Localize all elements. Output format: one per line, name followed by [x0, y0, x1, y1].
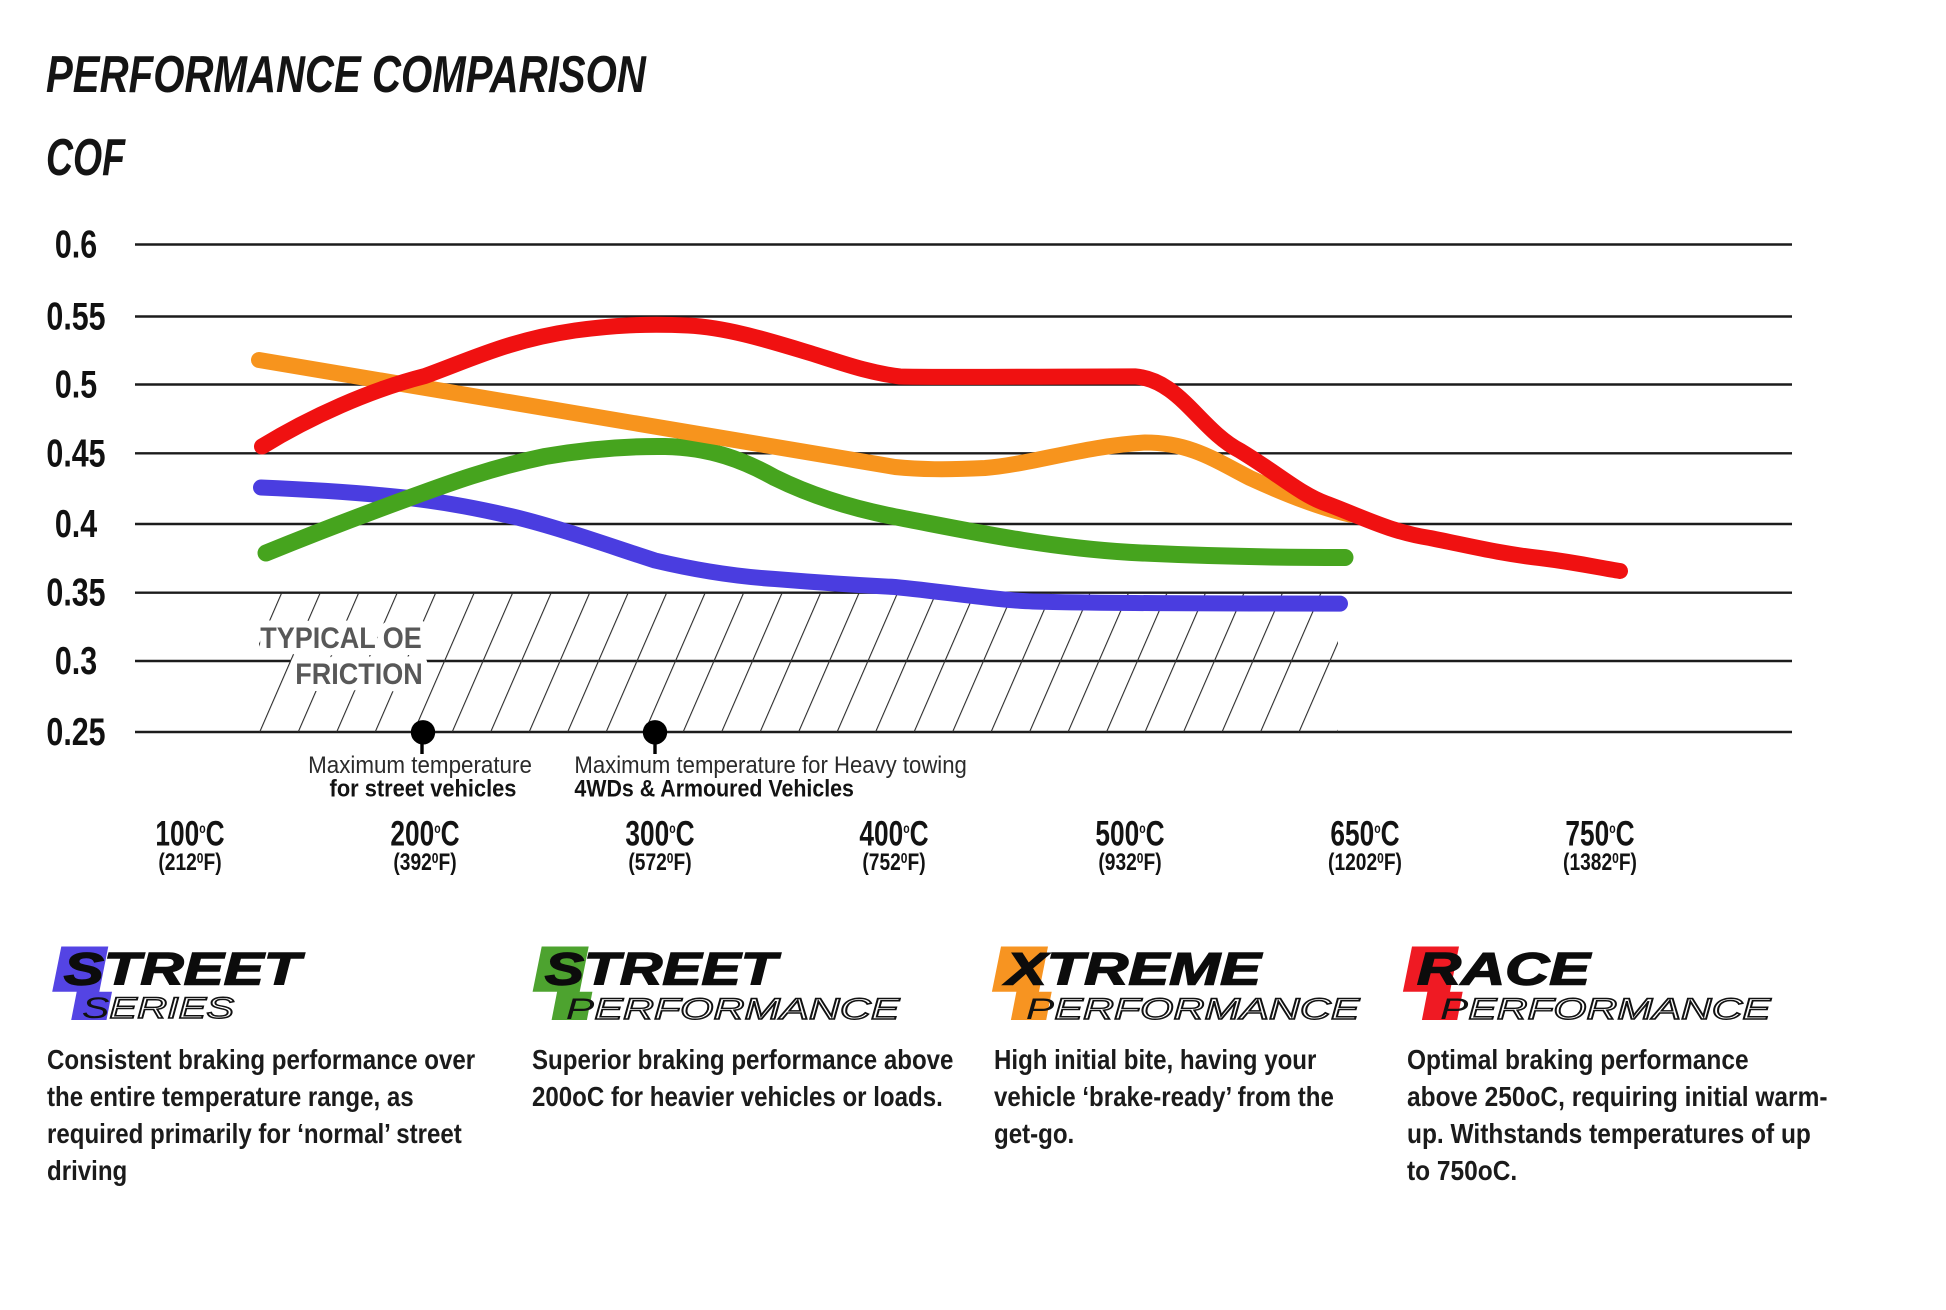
- svg-text:(13820F): (13820F): [1563, 848, 1637, 876]
- svg-text:0.3: 0.3: [55, 639, 97, 682]
- svg-text:(3920F): (3920F): [393, 848, 456, 876]
- svg-text:4WDs & Armoured Vehicles: 4WDs & Armoured Vehicles: [574, 774, 854, 801]
- svg-text:the entire temperature range,: the entire temperature range, as: [47, 1080, 414, 1112]
- svg-text:driving: driving: [47, 1154, 127, 1186]
- svg-text:to 750oC.: to 750oC.: [1407, 1154, 1517, 1186]
- svg-text:0.45: 0.45: [46, 432, 105, 475]
- svg-text:required primarily for ‘normal: required primarily for ‘normal’ street: [47, 1117, 462, 1149]
- svg-text:XTREME: XTREME: [1003, 944, 1264, 994]
- svg-text:(2120F): (2120F): [158, 848, 221, 876]
- svg-text:RACE: RACE: [1417, 944, 1593, 994]
- svg-text:200oC for heavier vehicles or: 200oC for heavier vehicles or loads.: [532, 1080, 943, 1112]
- svg-text:750oC: 750oC: [1565, 814, 1634, 854]
- svg-text:0.4: 0.4: [55, 502, 98, 545]
- svg-text:PERFORMANCE: PERFORMANCE: [1440, 992, 1771, 1025]
- svg-text:up. Withstands temperatures of: up. Withstands temperatures of up: [1407, 1117, 1811, 1149]
- svg-text:200oC: 200oC: [390, 814, 459, 854]
- svg-text:Maximum temperature: Maximum temperature: [308, 751, 532, 778]
- svg-text:Consistent braking performance: Consistent braking performance over: [47, 1043, 475, 1075]
- svg-text:(9320F): (9320F): [1098, 848, 1161, 876]
- svg-text:PERFORMANCE: PERFORMANCE: [566, 991, 901, 1025]
- svg-text:for street vehicles: for street vehicles: [330, 775, 517, 802]
- svg-text:FRICTION: FRICTION: [295, 658, 422, 692]
- svg-text:(12020F): (12020F): [1328, 848, 1402, 876]
- svg-text:PERFORMANCE COMPARISON: PERFORMANCE COMPARISON: [46, 45, 647, 103]
- svg-text:300oC: 300oC: [625, 814, 694, 854]
- svg-text:650oC: 650oC: [1330, 814, 1399, 854]
- svg-text:TYPICAL OE: TYPICAL OE: [260, 622, 421, 656]
- svg-text:above 250oC, requiring initial: above 250oC, requiring initial warm-: [1407, 1080, 1828, 1112]
- svg-text:High initial bite, having your: High initial bite, having your: [994, 1043, 1316, 1075]
- svg-text:get-go.: get-go.: [994, 1117, 1074, 1149]
- svg-text:0.5: 0.5: [55, 363, 97, 406]
- svg-text:0.6: 0.6: [55, 223, 97, 266]
- svg-text:STREET: STREET: [64, 945, 306, 995]
- svg-text:SERIES: SERIES: [82, 991, 234, 1025]
- svg-text:Maximum temperature for Heavy: Maximum temperature for Heavy towing: [574, 751, 966, 778]
- svg-text:vehicle ‘brake-ready’ from the: vehicle ‘brake-ready’ from the: [994, 1080, 1334, 1112]
- svg-text:500oC: 500oC: [1095, 814, 1164, 854]
- svg-text:0.35: 0.35: [46, 571, 105, 614]
- svg-text:(7520F): (7520F): [862, 848, 925, 876]
- svg-text:PERFORMANCE: PERFORMANCE: [1026, 991, 1361, 1025]
- svg-text:STREET: STREET: [545, 945, 782, 995]
- svg-text:Optimal braking performance: Optimal braking performance: [1407, 1043, 1749, 1075]
- svg-text:COF: COF: [46, 128, 126, 187]
- svg-text:0.55: 0.55: [46, 295, 105, 338]
- svg-text:0.25: 0.25: [46, 710, 105, 753]
- svg-text:Superior braking performance a: Superior braking performance above: [532, 1043, 953, 1075]
- svg-text:100oC: 100oC: [155, 814, 224, 854]
- svg-text:400oC: 400oC: [859, 814, 928, 854]
- svg-text:(5720F): (5720F): [628, 848, 691, 876]
